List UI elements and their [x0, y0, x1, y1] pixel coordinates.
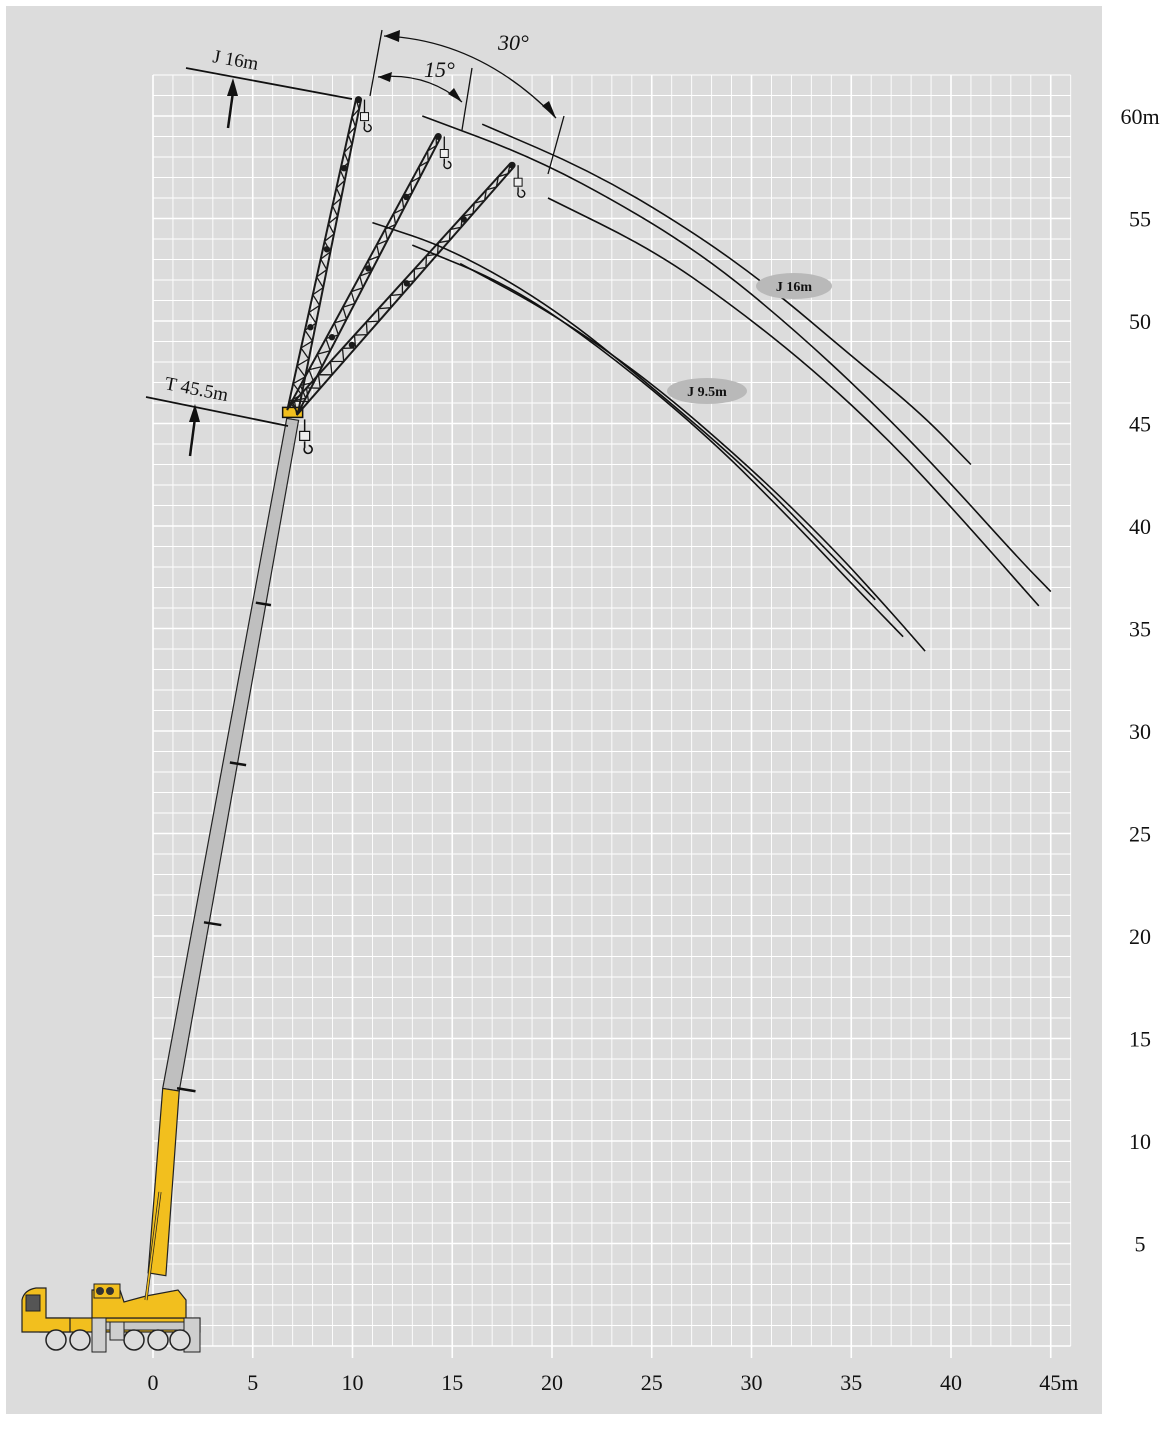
jib-dimension-line [185, 67, 353, 100]
badge-j16-text: J 16m [776, 280, 813, 295]
jib-0deg [286, 96, 372, 413]
boom-joint [229, 761, 247, 767]
badge-j16: J 16m [756, 273, 832, 299]
offset-angle-30: 30° [383, 30, 565, 175]
badge-j95-text: J 9.5m [687, 385, 727, 400]
range-curve-j16-2 [547, 197, 1040, 607]
jib-15deg [286, 133, 452, 415]
boom-head-block [281, 406, 304, 419]
boom-dimension-line [145, 396, 289, 427]
hook-icon [359, 99, 372, 133]
y-tick-label: 30 [1129, 719, 1151, 744]
y-tick-label: 45 [1129, 412, 1151, 437]
badge-j95: J 9.5m [667, 378, 747, 404]
y-tick-label: 20 [1129, 924, 1151, 949]
front-outrigger [91, 1317, 107, 1353]
boom-head [281, 406, 304, 419]
arrow-up-icon [226, 78, 238, 129]
range-curve-j9-5-0 [372, 221, 876, 601]
crane-truck-icon [21, 1191, 201, 1353]
y-tick-label: 40 [1129, 514, 1151, 539]
range-curves [372, 115, 1052, 652]
x-tick-label: 30 [741, 1370, 763, 1395]
x-tick-label: 0 [148, 1370, 159, 1395]
hook-icon [299, 419, 313, 455]
angle-30-label: 30° [497, 30, 529, 55]
y-tick-label: 60m [1120, 104, 1159, 129]
winch-drum [96, 1287, 104, 1295]
x-tick-label: 35 [840, 1370, 862, 1395]
annotations: T 45.5m J 16m 15° 30° [145, 29, 565, 457]
range-curve-j16-1 [422, 115, 1052, 593]
wheel [45, 1329, 67, 1351]
winch-drum-2 [106, 1287, 114, 1295]
truck-wheels [45, 1329, 191, 1351]
badge-j95-ellipse [667, 378, 747, 404]
boom-joint [255, 601, 272, 607]
x-tick-label: 45m [1039, 1370, 1078, 1395]
x-tick-label: 15 [441, 1370, 463, 1395]
jib-configurations [286, 96, 526, 416]
y-tick-label: 10 [1129, 1129, 1151, 1154]
y-tick-label: 25 [1129, 822, 1151, 847]
hook-icon [439, 136, 452, 170]
y-tick-label: 55 [1129, 207, 1151, 232]
angle-15-label: 15° [424, 57, 455, 82]
outrigger-box [109, 1321, 125, 1341]
boom-section-joints [176, 601, 272, 1093]
luffing-cylinder-rod [145, 1191, 161, 1301]
y-tick-label: 50 [1129, 309, 1151, 334]
hook-icon [513, 165, 526, 198]
y-tick-label: 5 [1135, 1232, 1146, 1257]
badge-j16-ellipse [756, 273, 832, 299]
x-tick-label: 40 [940, 1370, 962, 1395]
wheel [169, 1329, 191, 1351]
x-tick-label: 10 [342, 1370, 364, 1395]
boom-joint [203, 921, 222, 927]
x-tick-label: 20 [541, 1370, 563, 1395]
axis-ticks: 0 5 10 15 20 25 30 35 40 45m 5 10 15 20 25 30 35 40 45 50 55… [148, 104, 1160, 1395]
chart-background [6, 6, 1102, 1414]
jib-30deg [287, 161, 526, 416]
cab-window [25, 1294, 41, 1312]
wheel [147, 1329, 169, 1351]
range-curve-j9-5-2 [459, 262, 926, 652]
offset-angle-15: 15° [369, 29, 473, 131]
wheel [69, 1329, 91, 1351]
x-tick-label: 5 [247, 1370, 258, 1395]
wheel [123, 1329, 145, 1351]
y-tick-label: 15 [1129, 1027, 1151, 1052]
curve-badges: J 16m J 9.5m [667, 273, 832, 404]
arrow-up-icon [188, 404, 200, 457]
y-tick-label: 35 [1129, 617, 1151, 642]
grid [152, 74, 1072, 1358]
x-tick-label: 25 [641, 1370, 663, 1395]
boom-joint [176, 1087, 196, 1093]
